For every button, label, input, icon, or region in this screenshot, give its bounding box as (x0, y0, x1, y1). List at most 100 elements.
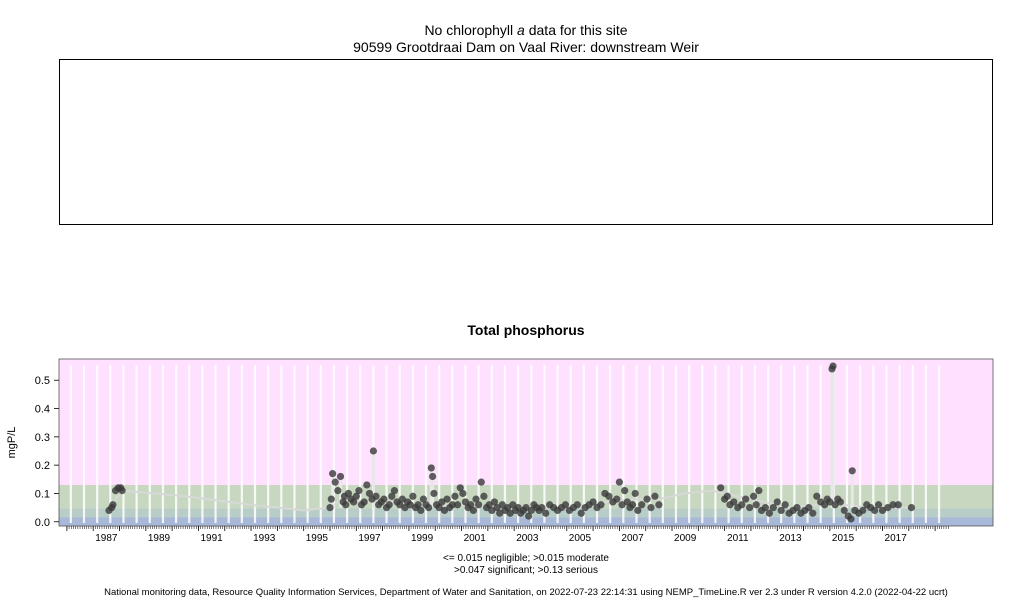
data-point (573, 501, 581, 509)
data-point (350, 498, 358, 506)
data-point (342, 501, 350, 509)
x-tick-label: 2003 (516, 533, 539, 544)
data-point (429, 472, 437, 481)
data-point (651, 492, 659, 500)
data-point (352, 492, 360, 500)
data-point (398, 495, 406, 503)
data-point (467, 501, 475, 509)
data-point (874, 501, 883, 509)
data-point (453, 501, 462, 509)
data-point (331, 478, 339, 486)
x-tick-label: 1995 (306, 533, 329, 544)
data-point (417, 506, 425, 515)
data-point (456, 484, 464, 492)
data-point (840, 506, 848, 515)
data-point (380, 495, 388, 503)
data-point (490, 498, 499, 506)
data-point (769, 504, 777, 512)
data-point (390, 487, 399, 495)
data-point (765, 509, 773, 517)
y-tick-label: 0.3 (35, 432, 50, 444)
data-point (522, 504, 530, 512)
x-tick-label: 1991 (200, 533, 223, 544)
data-point (425, 504, 433, 512)
data-point (878, 506, 887, 515)
data-point (829, 362, 837, 370)
data-point (752, 501, 760, 509)
data-point (871, 506, 879, 515)
data-point (506, 509, 514, 517)
data-point (542, 509, 550, 517)
data-point (488, 506, 496, 515)
data-point (813, 492, 821, 500)
total-phosphorus-chart: 0.0 0.1 0.2 0.3 0.4 0.5 mgP/L 1987 1989 1991 1993 1… (6, 358, 994, 544)
data-point (628, 501, 637, 509)
data-point (755, 487, 763, 495)
data-point (480, 492, 488, 500)
chart-title: Total phosphorus (467, 322, 585, 338)
y-tick-label: 0.1 (35, 488, 50, 500)
data-point (577, 509, 585, 517)
data-point (496, 509, 504, 517)
data-point (435, 504, 443, 512)
data-point (589, 498, 597, 506)
x-tick-label: 2007 (621, 533, 644, 544)
data-point (438, 498, 446, 506)
data-point (761, 504, 770, 512)
x-tick-label: 2009 (674, 533, 697, 544)
data-point (493, 504, 501, 512)
data-point (385, 501, 393, 509)
data-point (884, 504, 892, 512)
data-point (527, 506, 535, 515)
data-point (907, 504, 916, 512)
data-point (889, 501, 897, 509)
data-point (401, 504, 409, 512)
x-tick-label: 1987 (95, 533, 118, 544)
data-point (355, 487, 363, 495)
no-data-suffix: data for this site (528, 22, 628, 38)
data-point (469, 506, 477, 515)
data-point (777, 506, 785, 515)
x-tick-label: 1999 (411, 533, 434, 544)
y-tick-label: 0.2 (35, 460, 50, 472)
data-point (326, 504, 334, 512)
data-point (459, 489, 467, 498)
data-point (894, 501, 902, 509)
data-point (746, 504, 754, 512)
data-point (503, 504, 512, 512)
x-tick-label: 2017 (885, 533, 908, 544)
data-point (329, 470, 337, 478)
x-tick-label: 2001 (464, 533, 487, 544)
x-tick-label: 2013 (779, 533, 802, 544)
x-tick-label: 1997 (358, 533, 381, 544)
data-point (773, 498, 781, 506)
band-serious (59, 359, 993, 485)
data-point (498, 501, 506, 509)
data-point (749, 492, 758, 500)
data-point (793, 504, 801, 512)
data-point (409, 492, 417, 500)
y-tick-label: 0.5 (35, 375, 50, 387)
data-point (613, 495, 621, 503)
data-point (369, 447, 378, 455)
data-point (448, 501, 456, 509)
y-tick-label: 0.0 (35, 517, 50, 529)
data-point (509, 501, 517, 509)
data-point (372, 492, 380, 500)
x-tick-label: 2011 (727, 533, 749, 544)
data-point (472, 495, 480, 503)
data-point (615, 478, 624, 486)
data-point (475, 501, 483, 509)
data-point (730, 498, 738, 506)
band-moderate (59, 508, 993, 518)
data-point (847, 515, 855, 523)
data-point (118, 487, 126, 495)
data-point (365, 489, 374, 498)
data-point (419, 495, 427, 503)
data-point (538, 504, 546, 512)
data-point (821, 501, 829, 509)
data-point (781, 501, 789, 509)
data-point (621, 487, 629, 495)
data-point (655, 501, 663, 509)
data-point (461, 498, 470, 506)
